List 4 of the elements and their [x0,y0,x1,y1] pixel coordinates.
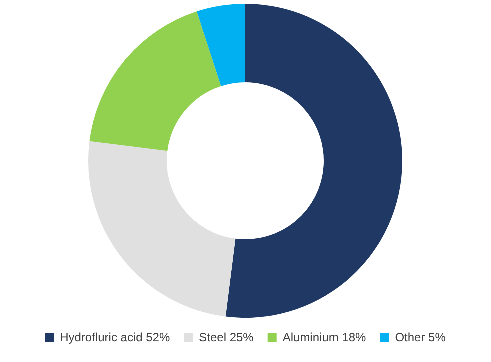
legend-label: Aluminium 18% [282,330,367,344]
legend-label: Other 5% [395,330,446,344]
legend-label: Hydrofluric acid 52% [60,330,170,344]
legend-label: Steel 25% [199,330,254,344]
